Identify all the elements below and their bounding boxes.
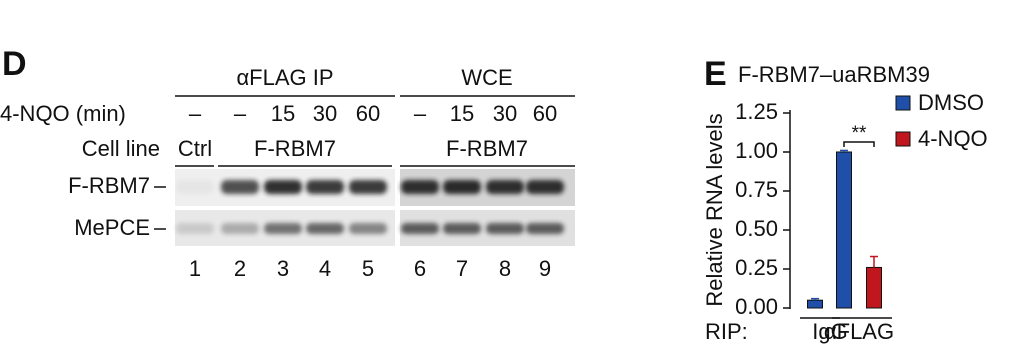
y-tick-label: 1.00 bbox=[735, 138, 778, 163]
band bbox=[443, 180, 481, 194]
x-tick-label: αFLAG bbox=[824, 319, 894, 344]
legend-swatch bbox=[895, 131, 911, 147]
treatment-label: – bbox=[234, 101, 247, 126]
band bbox=[306, 180, 344, 194]
band bbox=[176, 223, 214, 234]
blot-label: F-RBM7 bbox=[68, 173, 150, 198]
lane-number: 7 bbox=[456, 256, 468, 281]
bar bbox=[866, 266, 882, 309]
header: αFLAG IP bbox=[236, 65, 333, 90]
band bbox=[221, 223, 259, 234]
row-label: Cell line bbox=[82, 136, 160, 161]
band bbox=[176, 180, 214, 194]
legend-swatch bbox=[895, 95, 911, 111]
lane-number: 1 bbox=[189, 256, 201, 281]
lane-number: 3 bbox=[277, 256, 289, 281]
legend-label: 4-NQO bbox=[918, 126, 988, 151]
band bbox=[401, 180, 439, 194]
treatment-label: 15 bbox=[271, 101, 295, 126]
lane-number: 8 bbox=[499, 256, 511, 281]
y-tick-label: 0.50 bbox=[735, 216, 778, 241]
band bbox=[349, 180, 387, 194]
treatment-label: 30 bbox=[313, 101, 337, 126]
lane-number: 5 bbox=[362, 256, 374, 281]
bar bbox=[807, 299, 823, 309]
treatment-label: – bbox=[189, 101, 202, 126]
x-axis-label: RIP: bbox=[705, 319, 748, 344]
band bbox=[526, 180, 564, 194]
header: WCE bbox=[461, 65, 512, 90]
band bbox=[221, 180, 259, 194]
treatment-label: 15 bbox=[450, 101, 474, 126]
bar bbox=[836, 151, 852, 309]
group-label: Ctrl bbox=[178, 136, 212, 161]
lane-number: 6 bbox=[414, 256, 426, 281]
band bbox=[264, 180, 302, 194]
band bbox=[486, 180, 524, 194]
band bbox=[526, 223, 564, 234]
y-tick-label: 0.25 bbox=[735, 255, 778, 280]
panel-label: D bbox=[2, 45, 27, 83]
chart-title: F-RBM7–uaRBM39 bbox=[738, 62, 930, 87]
row-label: 4-NQO (min) bbox=[0, 101, 126, 126]
band bbox=[486, 223, 524, 234]
y-axis-label: Relative RNA levels bbox=[702, 113, 727, 306]
group-label: F-RBM7 bbox=[446, 136, 528, 161]
annotation: ** bbox=[852, 123, 867, 144]
treatment-label: 60 bbox=[533, 101, 557, 126]
band bbox=[349, 223, 387, 234]
y-tick-label: 0.00 bbox=[735, 294, 778, 319]
lane-number: 9 bbox=[539, 256, 551, 281]
group-label: F-RBM7 bbox=[254, 136, 336, 161]
blot-label: MePCE bbox=[74, 215, 150, 240]
panel-label: E bbox=[704, 55, 727, 93]
treatment-label: 30 bbox=[493, 101, 517, 126]
lane-number: 4 bbox=[319, 256, 331, 281]
band bbox=[306, 223, 344, 234]
band bbox=[264, 223, 302, 234]
significance-bracket bbox=[843, 141, 875, 147]
y-tick-label: 0.75 bbox=[735, 177, 778, 202]
lane-number: 2 bbox=[234, 256, 246, 281]
band bbox=[443, 223, 481, 234]
treatment-label: – bbox=[414, 101, 427, 126]
x-tick-label: IgG bbox=[812, 319, 847, 344]
treatment-label: 60 bbox=[356, 101, 380, 126]
y-tick-label: 1.25 bbox=[735, 99, 778, 124]
legend-label: DMSO bbox=[918, 90, 984, 115]
band bbox=[401, 223, 439, 234]
